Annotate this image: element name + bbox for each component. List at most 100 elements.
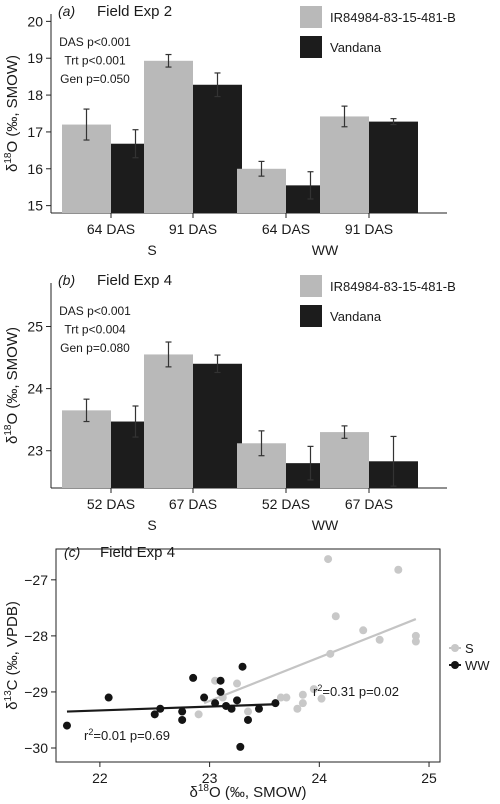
point-s (317, 694, 326, 703)
panel-label: (c) (64, 544, 80, 560)
group-label: S (147, 517, 156, 533)
y-tick-label: 25 (27, 318, 43, 334)
point-s (411, 631, 420, 640)
point-ww (178, 715, 187, 724)
legend-label: Vandana (330, 40, 382, 55)
bar-vandana (193, 363, 242, 488)
x-axis-label: δ18O (‰, SMOW) (190, 783, 307, 801)
legend-label: IR84984-83-15-481-B (330, 279, 456, 294)
group-label: WW (312, 517, 339, 533)
y-axis-label: δ13C (‰, VPDB) (3, 601, 21, 710)
bar-ir84984 (62, 410, 111, 488)
y-tick-label: 20 (27, 13, 43, 29)
point-s (375, 635, 384, 644)
panel-b: 23 24 25 52 DAS 67 DAS 52 DAS 67 DAS S WW (b) Fiel… (3, 272, 456, 533)
point-s (282, 693, 291, 702)
group-label: S (147, 242, 156, 258)
point-ww (271, 699, 280, 708)
y-axis-label: δ18O (‰, SMOW) (3, 327, 21, 444)
point-s (276, 693, 285, 702)
point-s (324, 555, 333, 564)
stat-text: DAS p<0.001 (59, 304, 131, 318)
y-axis-label: δ18O (‰, SMOW) (3, 55, 21, 172)
x-tick-label: 22 (92, 770, 108, 786)
x-tick-label: 52 DAS (262, 496, 310, 512)
point-ww (104, 693, 113, 702)
y-tick-label: 15 (27, 198, 43, 214)
y-tick-label: −29 (24, 684, 48, 700)
point-ww (178, 707, 187, 716)
legend-marker (451, 644, 459, 652)
point-ww (189, 673, 198, 682)
x-tick-label: 67 DAS (169, 496, 217, 512)
x-tick-label: 64 DAS (87, 221, 135, 237)
fit-annotation-s: r2=0.31 p=0.02 (313, 683, 399, 699)
x-tick-label: 64 DAS (262, 221, 310, 237)
stat-text: Gen p=0.080 (60, 341, 130, 355)
plot-frame (55, 548, 441, 763)
point-ww (244, 715, 252, 724)
legend-swatch (300, 305, 322, 327)
bar-ir84984 (320, 432, 369, 488)
stat-text: Gen p=0.050 (60, 72, 130, 86)
fit-line-s (203, 618, 417, 705)
legend-marker (451, 661, 459, 669)
panel-c: 22 23 24 25 −30 −29 −28 −27 r2=0.31 p=0.02 r2=0.0… (3, 544, 490, 801)
point-ww (156, 704, 165, 713)
panel-title: Field Exp 2 (97, 3, 172, 20)
legend-label: WW (465, 658, 490, 673)
bar-ir84984 (144, 60, 193, 214)
stat-text: Trt p<0.004 (64, 323, 126, 337)
point-s (394, 565, 403, 574)
point-s (298, 690, 307, 699)
x-tick-label: 91 DAS (345, 221, 393, 237)
point-ww (62, 721, 71, 730)
legend-swatch (300, 6, 322, 28)
y-tick-label: 24 (27, 381, 43, 397)
panel-a: 15 16 17 18 19 20 64 DAS 91 DAS 64 DAS 91 DAS S WW (… (3, 3, 456, 258)
y-tick-label: 23 (27, 443, 43, 459)
y-tick-label: 17 (27, 124, 43, 140)
x-tick-label: 25 (421, 770, 437, 786)
panel-title: Field Exp 4 (100, 544, 175, 561)
panel-label: (a) (58, 3, 75, 19)
point-s (326, 649, 335, 658)
point-s (298, 699, 307, 708)
x-tick-label: 52 DAS (87, 496, 135, 512)
point-s (359, 626, 368, 635)
point-ww (216, 676, 225, 685)
point-s (293, 704, 302, 713)
y-tick-label: −30 (24, 740, 48, 756)
panel-title: Field Exp 4 (97, 272, 172, 289)
point-ww (236, 742, 245, 751)
stat-text: DAS p<0.001 (59, 35, 131, 49)
group-label: WW (312, 242, 339, 258)
fit-annotation-ww: r2=0.01 p=0.69 (84, 727, 170, 743)
bar-ir84984 (320, 116, 369, 213)
point-s (211, 676, 220, 685)
bar-vandana (193, 84, 242, 213)
point-ww (233, 696, 242, 705)
legend-swatch (300, 36, 322, 58)
stat-text: Trt p<0.001 (64, 54, 126, 68)
point-ww (216, 687, 225, 696)
point-s (194, 710, 203, 719)
legend-label: Vandana (330, 309, 382, 324)
point-s (244, 707, 252, 716)
point-ww (150, 710, 159, 719)
x-tick-label: 91 DAS (169, 221, 217, 237)
panel-label: (b) (58, 272, 75, 288)
point-ww (227, 704, 236, 713)
point-s (233, 679, 242, 688)
legend-label: S (465, 641, 474, 656)
point-ww (254, 704, 263, 713)
bar-vandana (369, 121, 418, 213)
legend-label: IR84984-83-15-481-B (330, 10, 456, 25)
y-tick-label: 19 (27, 50, 43, 66)
y-tick-label: 16 (27, 161, 43, 177)
point-ww (211, 699, 220, 708)
fit-line-ww (66, 703, 276, 713)
y-tick-label: −27 (24, 572, 48, 588)
x-tick-label: 67 DAS (345, 496, 393, 512)
